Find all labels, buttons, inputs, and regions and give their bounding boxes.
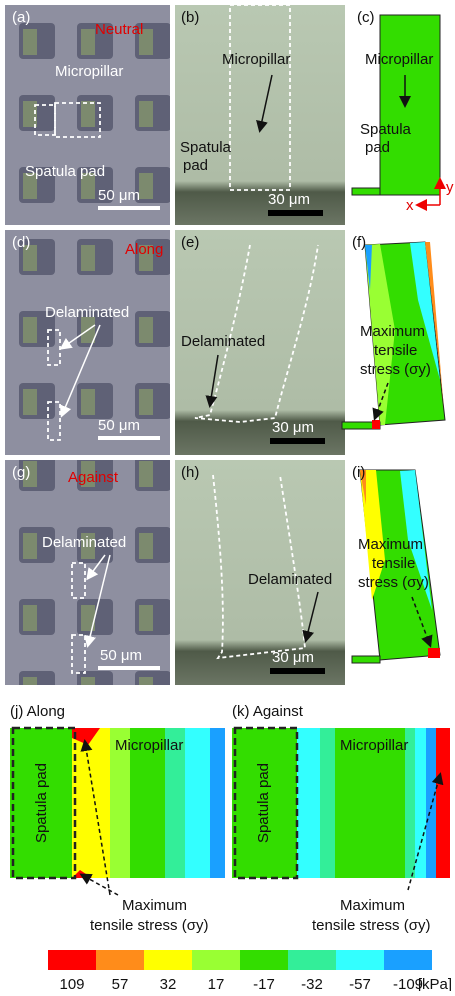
panel-label: (b) (181, 9, 199, 26)
colorbar-swatch (96, 950, 144, 970)
scale-bar (98, 666, 160, 670)
annotation: Delaminated (42, 534, 126, 551)
annotation: Maximum (360, 323, 425, 340)
colorbar-unit: [kPa] (418, 976, 452, 991)
annotation: Maximum (340, 897, 405, 914)
scale-bar (98, 206, 160, 210)
scale-bar (98, 436, 160, 440)
figure: (a) Neutral Micropillar Spatula pad 50 μ… (0, 0, 455, 991)
photo (175, 5, 345, 225)
panel-label: (c) (357, 9, 375, 26)
panel-label: (k) Against (232, 703, 304, 720)
tag: Along (125, 241, 163, 258)
annotation: pad (365, 139, 390, 156)
colorbar-swatch (48, 950, 96, 970)
panel-label: (g) (12, 464, 30, 481)
annotation: Micropillar (340, 737, 408, 754)
photo (5, 5, 170, 225)
annotation: Spatula (180, 139, 232, 156)
colorbar-swatch (384, 950, 432, 970)
photo (5, 230, 170, 455)
annotation: pad (183, 157, 208, 174)
stress-band (436, 728, 450, 878)
colorbar-label: -17 (253, 976, 275, 991)
scale-label: 50 μm (98, 417, 140, 434)
panel-label: (f) (352, 234, 366, 251)
stress-band (372, 420, 380, 429)
annotation: Micropillar (222, 51, 290, 68)
annotation: Spatula pad (33, 763, 50, 843)
annotation: tensile stress (σy) (312, 917, 430, 934)
colorbar-label: 32 (160, 976, 177, 991)
stress-band (428, 648, 440, 658)
panel-label: (j) Along (10, 703, 65, 720)
panel-label: (i) (352, 464, 365, 481)
colorbar-label: 109 (59, 976, 84, 991)
annotation: tensile (372, 555, 415, 572)
tag: Against (68, 469, 119, 486)
annotation: Spatula pad (25, 163, 105, 180)
scale-label: 30 μm (272, 419, 314, 436)
axis-label: y (446, 179, 454, 196)
colorbar-swatch (336, 950, 384, 970)
spatula-pad (352, 188, 380, 195)
annotation: Spatula (360, 121, 412, 138)
annotation: Micropillar (365, 51, 433, 68)
panel-label: (d) (12, 234, 30, 251)
scale-label: 30 μm (268, 191, 310, 208)
photo (5, 460, 170, 685)
colorbar-label: -32 (301, 976, 323, 991)
scale-bar (268, 210, 323, 216)
annotation: Micropillar (115, 737, 183, 754)
scale-label: 50 μm (100, 647, 142, 664)
scale-label: 50 μm (98, 187, 140, 204)
colorbar-label: 17 (208, 976, 225, 991)
spatula-pad (352, 656, 380, 663)
pillar (380, 15, 440, 195)
colorbar-swatch (288, 950, 336, 970)
annotation: stress (σy) (358, 574, 429, 591)
annotation: Micropillar (55, 63, 123, 80)
colorbar-label: 57 (112, 976, 129, 991)
colorbar-label: -57 (349, 976, 371, 991)
colorbar: 109573217-17-32-57-109 (48, 950, 432, 991)
colorbar-swatch (240, 950, 288, 970)
colorbar-swatch (192, 950, 240, 970)
annotation: tensile stress (σy) (90, 917, 208, 934)
scale-bar (270, 438, 325, 444)
scale-bar (270, 668, 325, 674)
annotation: Maximum (358, 536, 423, 553)
annotation: Maximum (122, 897, 187, 914)
panel-label: (a) (12, 9, 30, 26)
tag: Neutral (95, 21, 143, 38)
annotation: Delaminated (45, 304, 129, 321)
annotation: Spatula pad (255, 763, 272, 843)
panel-label: (h) (181, 464, 199, 481)
panel-label: (e) (181, 234, 199, 251)
scale-label: 30 μm (272, 649, 314, 666)
annotation: tensile (374, 342, 417, 359)
axis-label: x (406, 197, 414, 214)
annotation: Delaminated (248, 571, 332, 588)
annotation: stress (σy) (360, 361, 431, 378)
colorbar-swatch (144, 950, 192, 970)
annotation: Delaminated (181, 333, 265, 350)
